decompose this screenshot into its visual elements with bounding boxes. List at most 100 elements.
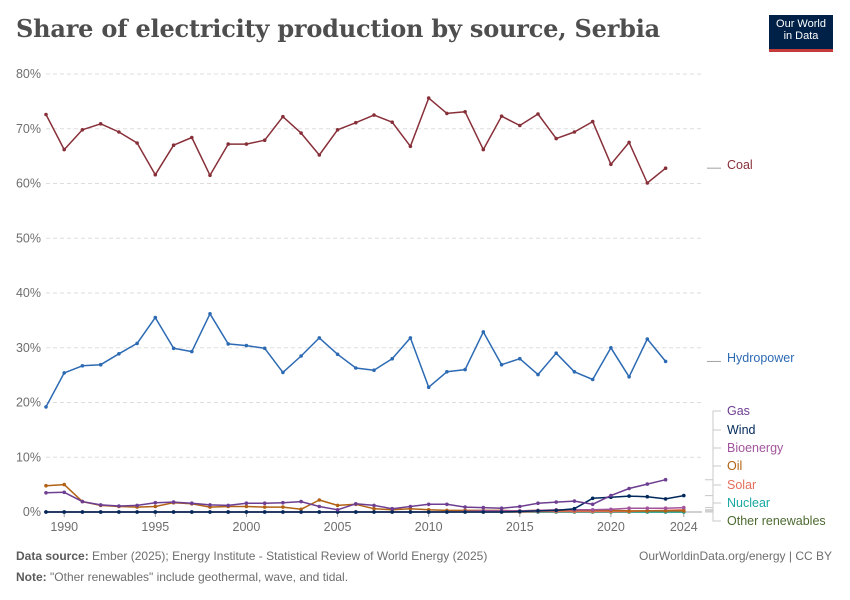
data-point-gas-2006[interactable] <box>354 502 358 506</box>
data-point-oil-2001[interactable] <box>262 505 267 509</box>
data-point-oil-2007[interactable] <box>372 506 376 511</box>
data-point-bioenergy-2020[interactable] <box>609 507 613 512</box>
data-point-hydropower-2013[interactable] <box>481 330 486 334</box>
data-point-wind-2008[interactable] <box>390 510 395 514</box>
data-point-hydropower-2002[interactable] <box>281 370 285 375</box>
legend-label-nuclear[interactable]: Nuclear <box>727 496 770 510</box>
legend-label-other-renewables[interactable]: Other renewables <box>727 514 826 528</box>
data-point-wind-1999[interactable] <box>226 510 230 514</box>
data-point-hydropower-2018[interactable] <box>572 370 577 374</box>
data-point-coal-1993[interactable] <box>117 130 121 134</box>
data-point-coal-2008[interactable] <box>390 120 395 124</box>
data-point-hydropower-2015[interactable] <box>518 356 522 361</box>
data-point-wind-1992[interactable] <box>98 510 103 514</box>
data-point-coal-1991[interactable] <box>80 128 85 132</box>
data-point-wind-2017[interactable] <box>554 508 558 513</box>
data-point-hydropower-2006[interactable] <box>354 366 358 370</box>
data-point-gas-1991[interactable] <box>80 499 85 504</box>
data-point-bioenergy-2024[interactable] <box>682 505 686 510</box>
series-line-wind[interactable] <box>46 494 684 513</box>
data-point-hydropower-2005[interactable] <box>335 352 340 357</box>
data-point-wind-1998[interactable] <box>208 510 212 514</box>
data-point-hydropower-1992[interactable] <box>98 362 103 367</box>
data-point-hydropower-2003[interactable] <box>299 354 303 358</box>
data-point-hydropower-2004[interactable] <box>317 336 322 340</box>
series-line-hydropower[interactable] <box>45 313 667 408</box>
data-point-oil-2024[interactable] <box>682 509 686 513</box>
data-point-oil-2005[interactable] <box>335 503 340 508</box>
data-point-hydropower-2012[interactable] <box>463 367 467 372</box>
data-point-wind-2006[interactable] <box>354 510 358 514</box>
data-point-coal-1996[interactable] <box>171 143 176 147</box>
data-point-bioenergy-2023[interactable] <box>663 506 668 511</box>
data-point-gas-1990[interactable] <box>62 490 66 495</box>
data-point-hydropower-1989[interactable] <box>44 405 48 409</box>
data-point-gas-2021[interactable] <box>627 486 631 491</box>
legend-label-solar[interactable]: Solar <box>727 478 756 492</box>
data-point-gas-2002[interactable] <box>281 500 285 505</box>
data-point-hydropower-2001[interactable] <box>262 346 267 351</box>
data-point-wind-2012[interactable] <box>463 510 467 514</box>
data-point-wind-1993[interactable] <box>117 510 121 514</box>
data-point-coal-2010[interactable] <box>426 96 431 100</box>
data-point-hydropower-2007[interactable] <box>372 368 376 373</box>
data-point-gas-2018[interactable] <box>572 499 577 503</box>
series-line-coal[interactable] <box>45 97 667 184</box>
data-point-oil-1995[interactable] <box>153 504 158 509</box>
data-point-wind-2015[interactable] <box>518 509 522 514</box>
data-point-wind-2023[interactable] <box>663 497 668 501</box>
data-point-wind-2013[interactable] <box>481 510 486 514</box>
data-point-gas-1995[interactable] <box>153 500 158 505</box>
data-point-hydropower-2022[interactable] <box>645 337 650 341</box>
data-point-coal-2003[interactable] <box>299 131 303 135</box>
data-point-wind-2016[interactable] <box>536 509 540 513</box>
data-point-gas-2014[interactable] <box>499 506 504 511</box>
data-point-wind-1991[interactable] <box>80 510 85 514</box>
data-point-coal-2020[interactable] <box>609 162 613 167</box>
legend-label-wind[interactable]: Wind <box>727 423 756 437</box>
data-point-wind-2010[interactable] <box>426 510 431 514</box>
data-point-gas-2009[interactable] <box>408 504 413 509</box>
legend-label-hydropower[interactable]: Hydropower <box>727 351 794 365</box>
data-point-coal-2001[interactable] <box>262 138 267 142</box>
data-point-oil-2002[interactable] <box>281 505 285 509</box>
data-point-oil-2021[interactable] <box>627 509 631 513</box>
data-point-hydropower-2016[interactable] <box>536 372 540 377</box>
data-point-gas-1998[interactable] <box>208 503 212 507</box>
data-point-gas-1997[interactable] <box>190 501 194 506</box>
data-point-coal-1998[interactable] <box>208 173 212 178</box>
data-point-gas-2011[interactable] <box>445 502 449 507</box>
data-point-coal-2006[interactable] <box>354 120 358 125</box>
data-point-wind-1990[interactable] <box>62 510 66 514</box>
data-point-coal-2016[interactable] <box>536 112 540 116</box>
data-point-coal-2018[interactable] <box>572 130 577 134</box>
data-point-oil-2000[interactable] <box>244 504 249 509</box>
data-point-gas-2008[interactable] <box>390 506 395 511</box>
data-point-bioenergy-2022[interactable] <box>645 506 650 511</box>
data-point-wind-1996[interactable] <box>171 510 176 514</box>
data-point-hydropower-1991[interactable] <box>80 364 85 368</box>
data-point-oil-2023[interactable] <box>663 509 668 513</box>
data-point-hydropower-1997[interactable] <box>190 349 194 354</box>
data-point-hydropower-2020[interactable] <box>609 346 613 350</box>
data-point-coal-1994[interactable] <box>135 141 139 145</box>
owid-logo[interactable]: Our World in Data <box>769 15 833 52</box>
data-point-coal-1997[interactable] <box>190 135 194 140</box>
data-point-hydropower-2010[interactable] <box>426 385 431 390</box>
data-point-wind-2004[interactable] <box>317 510 322 514</box>
data-point-coal-2023[interactable] <box>663 166 668 170</box>
data-point-gas-1989[interactable] <box>44 491 48 495</box>
data-point-hydropower-1993[interactable] <box>117 352 121 356</box>
data-point-hydropower-2017[interactable] <box>554 351 558 356</box>
data-point-gas-2001[interactable] <box>262 501 267 506</box>
data-point-hydropower-2000[interactable] <box>244 343 249 348</box>
source-url-link[interactable]: OurWorldinData.org/energy | CC BY <box>639 549 832 563</box>
data-point-gas-2010[interactable] <box>426 502 431 507</box>
data-point-wind-1997[interactable] <box>190 510 194 514</box>
data-point-wind-2014[interactable] <box>499 510 504 514</box>
data-point-coal-2015[interactable] <box>518 123 522 128</box>
data-point-gas-1994[interactable] <box>135 503 139 508</box>
data-point-coal-2009[interactable] <box>408 144 413 149</box>
data-point-oil-2003[interactable] <box>299 507 303 512</box>
data-point-wind-2022[interactable] <box>645 494 650 499</box>
